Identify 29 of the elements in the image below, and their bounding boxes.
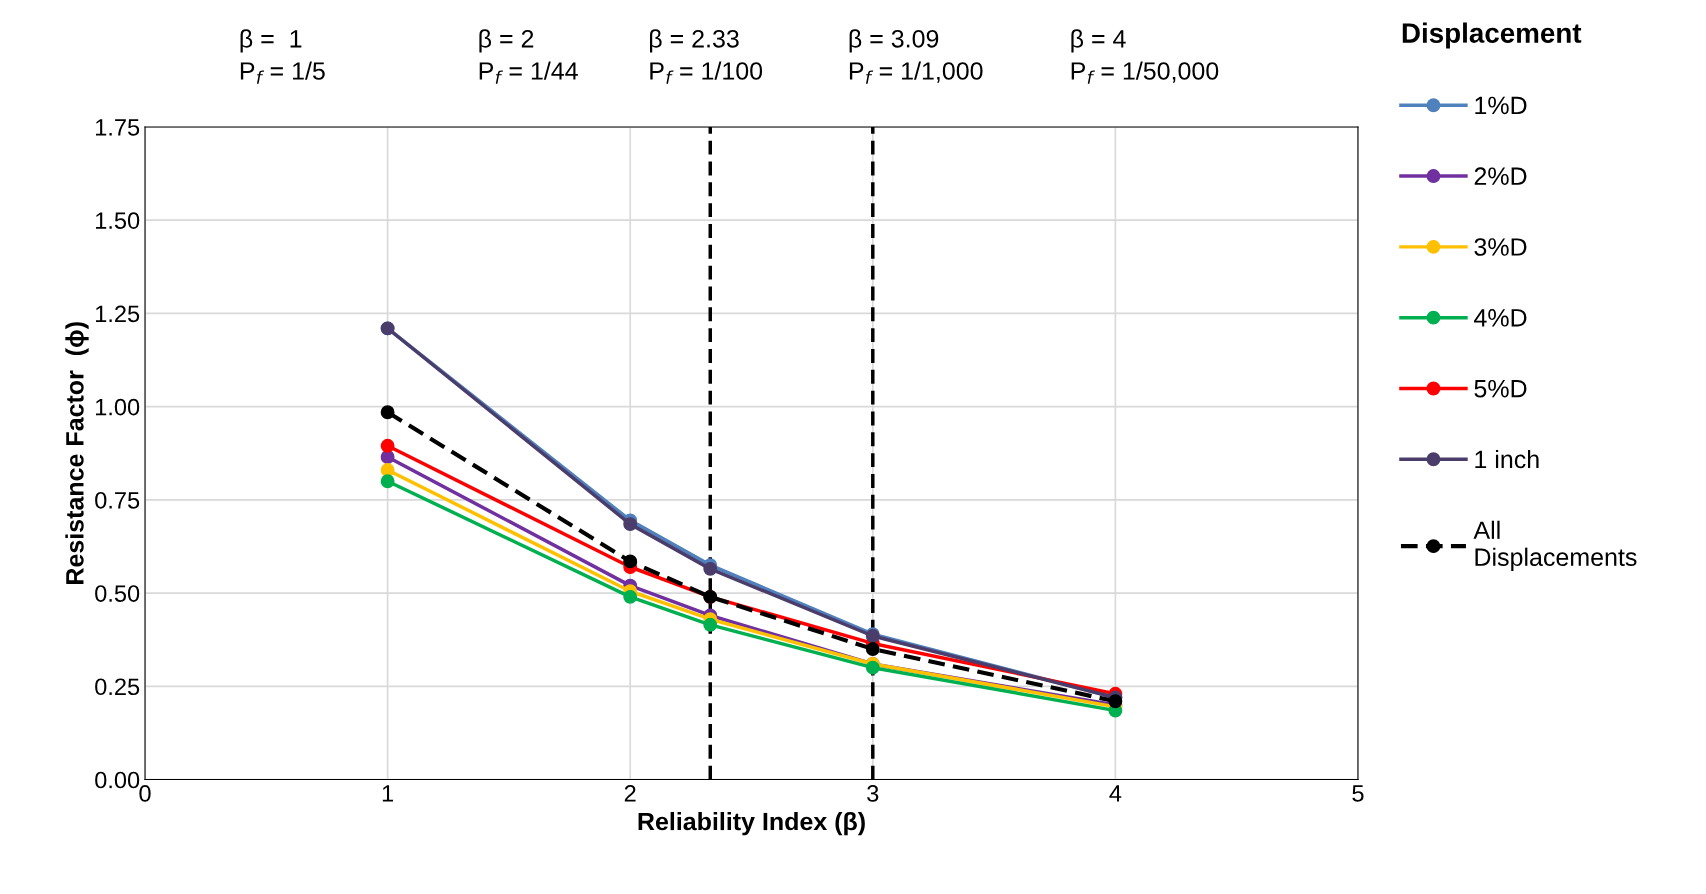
y-tick-label: 0.50: [95, 585, 140, 602]
legend-label: 2%D: [1474, 167, 1527, 185]
x-tick-label: 4: [1109, 785, 1122, 802]
text: β = 1 P$_{f}$ = 1/5: [240, 29, 325, 84]
y-tick-label: 1.50: [96, 212, 140, 229]
legend-label: 5%D: [1474, 379, 1527, 398]
x-tick-label: 5: [1352, 785, 1364, 802]
legend-label: 3%D: [1474, 238, 1527, 256]
y-axis-title: Resistance Factor (ϕ): [65, 322, 89, 584]
y-tick-label: 0.25: [95, 678, 140, 696]
y-tick-label: 0.00: [95, 771, 140, 789]
legend-label: All Displacements: [1473, 520, 1637, 571]
y-tick-label: 1.75: [96, 119, 140, 136]
x-tick-label: 0: [139, 785, 151, 802]
x-axis-title: Reliability Index (β): [638, 811, 865, 836]
text: β = 4 P$_{f}$ = 1/50,000: [1071, 29, 1219, 84]
text: β = 2.33 P$_{f}$ = 1/100: [650, 29, 763, 84]
text: β = 3.09 P$_{f}$ = 1/1,000: [849, 29, 983, 84]
legend-label: 1%D: [1475, 96, 1527, 115]
legend-title: Displacement: [1402, 22, 1582, 49]
legend-label: 1 inch: [1475, 449, 1539, 469]
x-tick-label: 1: [382, 785, 394, 802]
legend-label: 4%D: [1474, 309, 1527, 327]
x-tick-label: 2: [624, 785, 636, 802]
text: β = 2 P$_{f}$ = 1/44: [479, 29, 578, 84]
y-tick-label: 0.75: [95, 491, 140, 509]
x-tick-label: 3: [867, 785, 879, 802]
y-tick-label: 1.00: [96, 398, 140, 416]
y-tick-label: 1.25: [96, 305, 140, 323]
